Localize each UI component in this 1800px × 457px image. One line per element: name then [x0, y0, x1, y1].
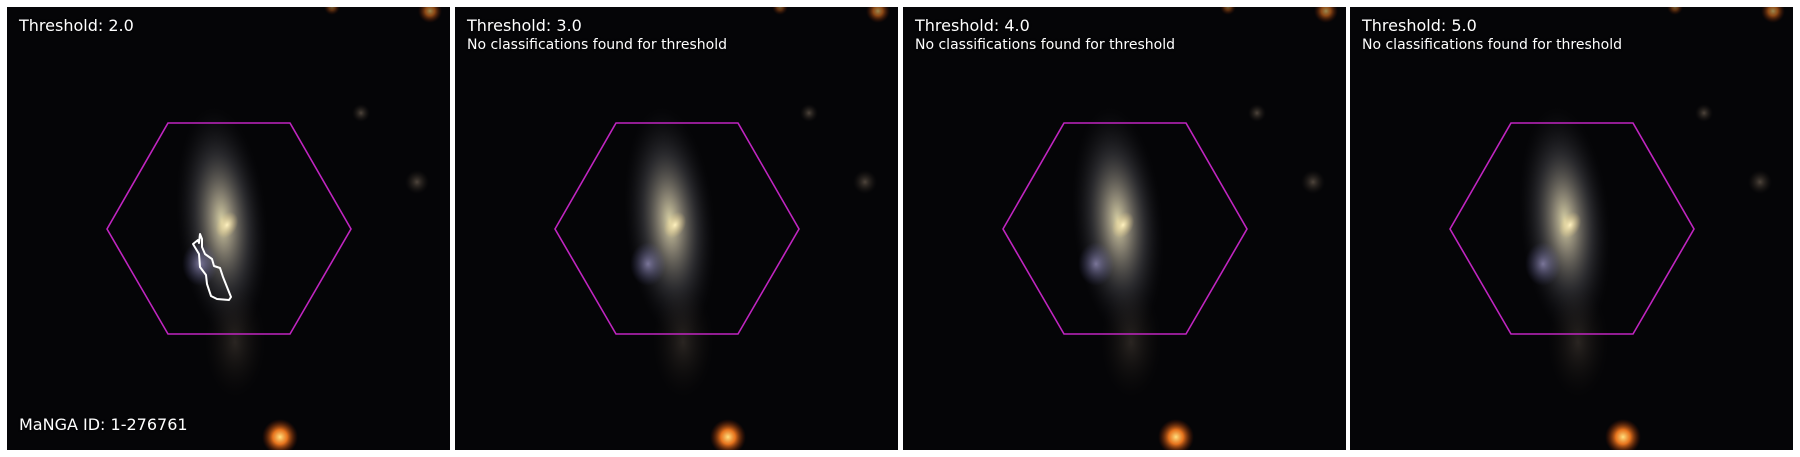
no-classifications-message: No classifications found for threshold [1362, 37, 1622, 53]
panel-threshold-4: Threshold: 4.0 No classifications found … [903, 7, 1346, 450]
galaxy-blue-region [1525, 242, 1561, 286]
galaxy-blue-region [1078, 242, 1114, 286]
galaxy-tail [653, 287, 713, 397]
no-classifications-message: No classifications found for threshold [467, 37, 727, 53]
ifu-hexagon [1002, 122, 1248, 335]
galaxy-image [1449, 7, 1785, 450]
faint-star [1695, 104, 1713, 122]
faint-star [352, 104, 370, 122]
panel-threshold-3: Threshold: 3.0 No classifications found … [455, 7, 898, 450]
faint-star [1220, 7, 1236, 15]
galaxy-core [1558, 211, 1582, 239]
threshold-label: Threshold: 2.0 [19, 16, 134, 35]
ifu-hexagon [554, 122, 800, 335]
ifu-hexagon [106, 122, 352, 335]
panel-threshold-2: Threshold: 2.0 MaNGA ID: 1-276761 [7, 7, 450, 450]
faint-star [324, 7, 340, 15]
panel-threshold-5: Threshold: 5.0 No classifications found … [1350, 7, 1793, 450]
bright-star [1158, 419, 1194, 450]
faint-star [853, 170, 877, 194]
galaxy-image [106, 7, 442, 450]
galaxy-tail [1548, 287, 1608, 397]
threshold-label: Threshold: 4.0 [915, 16, 1030, 35]
faint-star [866, 7, 890, 23]
classification-contour [192, 233, 232, 301]
ifu-hexagon [1449, 122, 1695, 335]
galaxy-core [1111, 211, 1135, 239]
bright-star [1605, 419, 1641, 450]
faint-star [405, 170, 429, 194]
galaxy-tail [1101, 287, 1161, 397]
galaxy-image [1002, 7, 1338, 450]
no-classifications-message: No classifications found for threshold [915, 37, 1175, 53]
faint-star [800, 104, 818, 122]
faint-star [772, 7, 788, 15]
faint-star [1667, 7, 1683, 15]
galaxy-core [663, 211, 687, 239]
faint-star [1761, 7, 1785, 23]
faint-star [418, 7, 442, 23]
threshold-label: Threshold: 5.0 [1362, 16, 1477, 35]
galaxy-tail [205, 287, 265, 397]
threshold-label: Threshold: 3.0 [467, 16, 582, 35]
galaxy-core [215, 211, 239, 239]
bright-star [262, 419, 298, 450]
galaxy-image [554, 7, 890, 450]
manga-id-label: MaNGA ID: 1-276761 [19, 415, 188, 434]
faint-star [1248, 104, 1266, 122]
galaxy-blue-region [630, 242, 666, 286]
faint-star [1314, 7, 1338, 23]
faint-star [1301, 170, 1325, 194]
faint-star [1748, 170, 1772, 194]
bright-star [710, 419, 746, 450]
